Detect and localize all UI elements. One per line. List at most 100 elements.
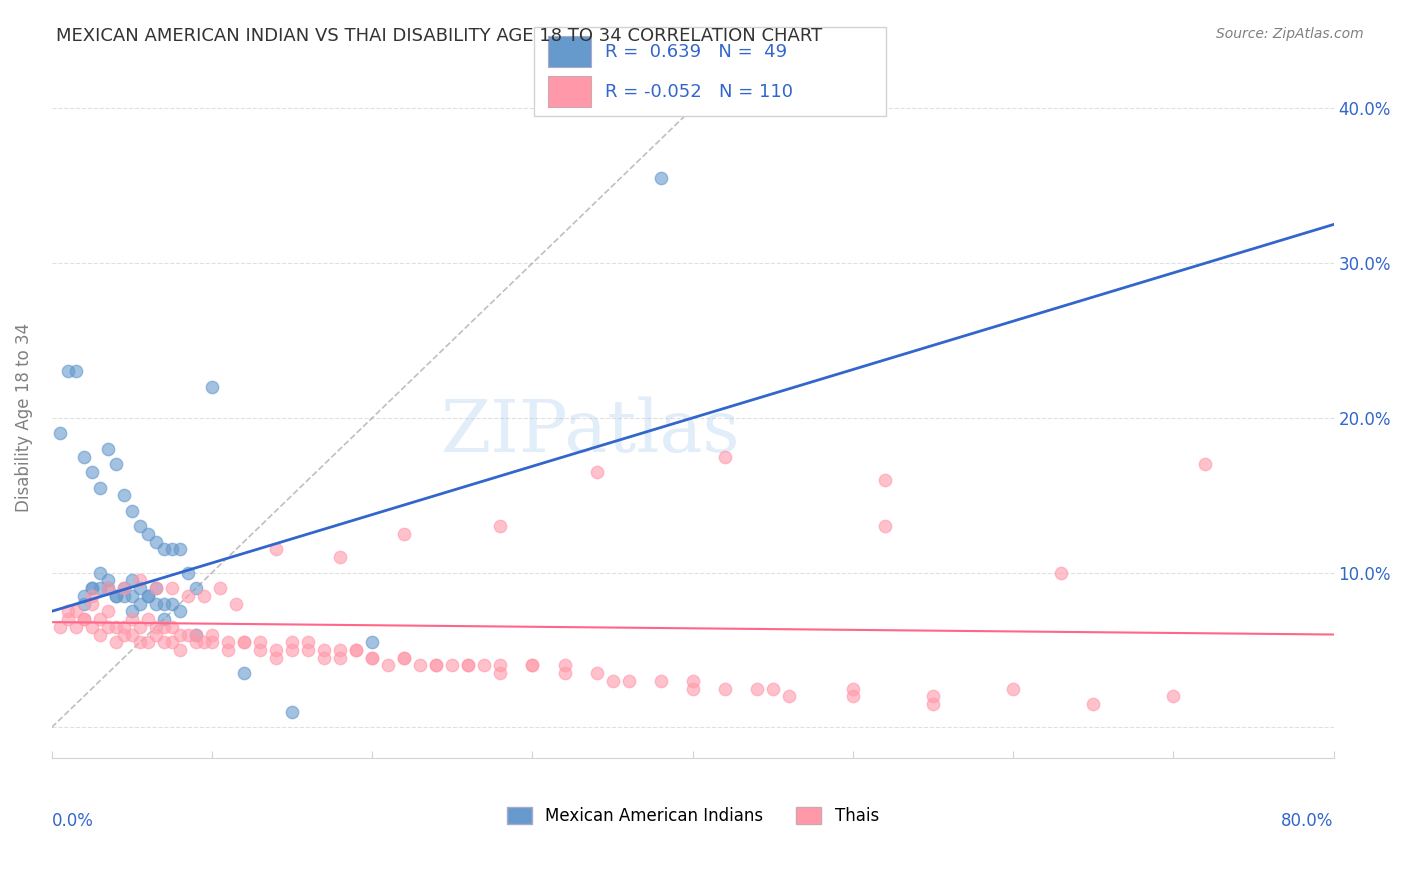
Point: [394, 650, 416, 665]
Point: [160, 620, 183, 634]
Point: [329, 650, 352, 665]
Point: [177, 589, 200, 603]
Point: [650, 171, 672, 186]
Point: [922, 697, 945, 711]
Point: [121, 627, 143, 641]
Point: [89, 581, 111, 595]
Point: [329, 550, 352, 565]
Point: [177, 627, 200, 641]
Point: [457, 658, 479, 673]
Point: [73, 612, 96, 626]
Point: [169, 643, 191, 657]
Point: [121, 612, 143, 626]
Point: [489, 519, 512, 533]
Point: [873, 473, 896, 487]
Point: [97, 442, 120, 456]
Point: [153, 620, 176, 634]
Point: [489, 666, 512, 681]
Point: [201, 380, 224, 394]
Point: [153, 542, 176, 557]
Point: [713, 450, 735, 464]
Point: [112, 627, 135, 641]
Point: [193, 635, 215, 649]
Point: [56, 604, 79, 618]
Point: [121, 589, 143, 603]
Point: [145, 597, 167, 611]
Point: [225, 597, 247, 611]
Point: [201, 635, 224, 649]
Point: [128, 620, 150, 634]
Point: [842, 690, 865, 704]
Point: [136, 527, 159, 541]
Point: [264, 643, 287, 657]
Point: [128, 581, 150, 595]
Point: [145, 627, 167, 641]
Point: [89, 612, 111, 626]
Point: [104, 620, 127, 634]
Point: [128, 597, 150, 611]
Y-axis label: Disability Age 18 to 34: Disability Age 18 to 34: [15, 323, 32, 512]
Point: [145, 620, 167, 634]
Point: [361, 650, 384, 665]
Point: [329, 643, 352, 657]
Point: [281, 705, 304, 719]
Point: [201, 627, 224, 641]
Point: [169, 604, 191, 618]
Point: [314, 643, 336, 657]
Point: [97, 620, 120, 634]
Point: [264, 542, 287, 557]
Point: [65, 364, 87, 378]
Point: [208, 581, 231, 595]
Point: [73, 612, 96, 626]
Point: [617, 673, 640, 688]
Point: [281, 643, 304, 657]
Point: [112, 589, 135, 603]
Point: [1194, 458, 1216, 472]
Point: [441, 658, 464, 673]
Point: [73, 589, 96, 603]
Point: [160, 597, 183, 611]
FancyBboxPatch shape: [548, 76, 591, 107]
Point: [344, 643, 367, 657]
Point: [169, 542, 191, 557]
Point: [104, 589, 127, 603]
Point: [650, 673, 672, 688]
Point: [585, 465, 607, 479]
Point: [361, 650, 384, 665]
Point: [56, 364, 79, 378]
Point: [80, 581, 103, 595]
Point: [233, 635, 256, 649]
Point: [128, 519, 150, 533]
Point: [65, 620, 87, 634]
Point: [80, 620, 103, 634]
FancyBboxPatch shape: [534, 27, 886, 116]
Point: [49, 620, 72, 634]
Point: [314, 650, 336, 665]
Point: [104, 458, 127, 472]
Point: [89, 481, 111, 495]
Point: [153, 597, 176, 611]
Point: [457, 658, 479, 673]
Point: [97, 581, 120, 595]
Point: [264, 650, 287, 665]
Point: [745, 681, 768, 696]
Point: [249, 635, 271, 649]
Point: [184, 581, 207, 595]
Point: [97, 604, 120, 618]
Point: [217, 643, 239, 657]
Point: [145, 581, 167, 595]
Point: [281, 635, 304, 649]
Text: ZIPatlas: ZIPatlas: [440, 396, 740, 467]
Point: [344, 643, 367, 657]
Point: [1002, 681, 1025, 696]
Point: [136, 589, 159, 603]
Point: [112, 620, 135, 634]
Point: [160, 542, 183, 557]
Point: [522, 658, 544, 673]
Point: [394, 527, 416, 541]
Point: [394, 650, 416, 665]
Point: [177, 566, 200, 580]
Point: [80, 597, 103, 611]
Point: [73, 450, 96, 464]
Point: [56, 612, 79, 626]
